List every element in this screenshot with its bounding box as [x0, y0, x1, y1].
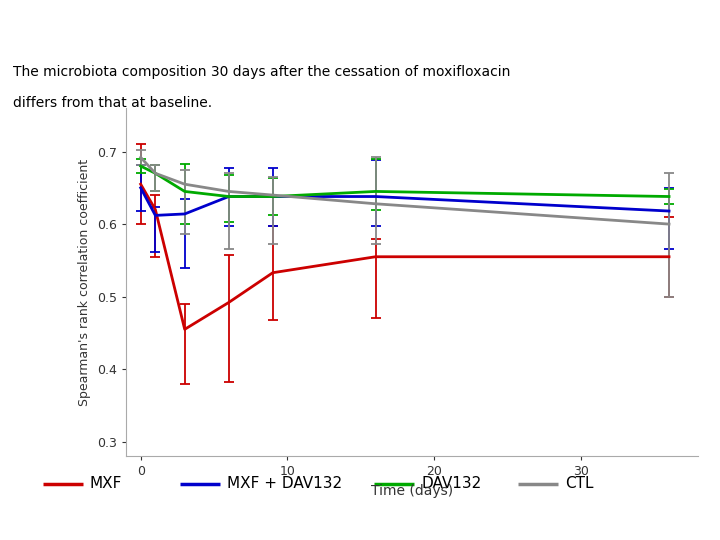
Text: DAV132: DAV132 — [421, 476, 482, 491]
Text: de Gunzburg, J. et al.: de Gunzburg, J. et al. — [9, 516, 159, 529]
Text: Effect of moxifloxacin on healthy volunteers: Effect of moxifloxacin on healthy volunt… — [64, 13, 656, 37]
Text: (2017).: (2017). — [229, 516, 284, 529]
Y-axis label: Spearman's rank correlation coefficient: Spearman's rank correlation coefficient — [78, 159, 91, 406]
Text: MXF + DAV132: MXF + DAV132 — [227, 476, 342, 491]
Text: MXF: MXF — [90, 476, 122, 491]
Text: differs from that at baseline.: differs from that at baseline. — [13, 97, 212, 111]
X-axis label: Time (days): Time (days) — [371, 484, 454, 498]
Text: The microbiota composition 30 days after the cessation of moxifloxacin: The microbiota composition 30 days after… — [13, 65, 510, 79]
Text: 10: 10 — [686, 514, 709, 531]
Text: CTL: CTL — [565, 476, 594, 491]
Text: J. Infect. Dis.: J. Infect. Dis. — [140, 516, 228, 529]
